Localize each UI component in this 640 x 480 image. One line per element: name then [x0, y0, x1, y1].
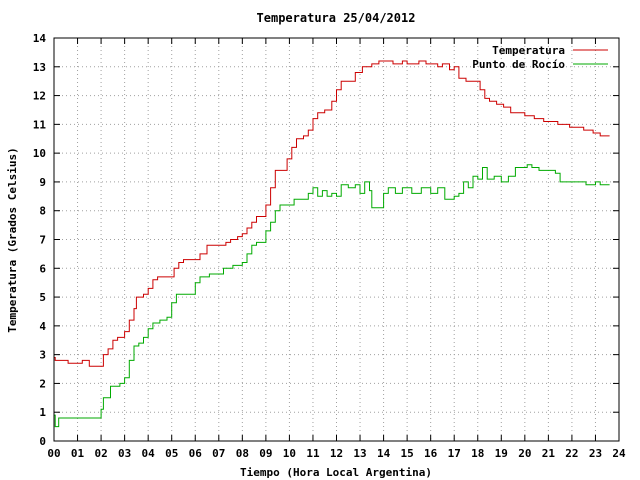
x-tick-label: 10 [283, 447, 296, 460]
x-tick-label: 17 [448, 447, 461, 460]
y-tick-label: 4 [39, 320, 46, 333]
x-tick-label: 03 [118, 447, 131, 460]
y-tick-label: 13 [33, 61, 46, 74]
x-tick-label: 01 [71, 447, 85, 460]
legend-label-temperatura: Temperatura [492, 44, 565, 57]
x-tick-label: 11 [306, 447, 320, 460]
legend-label-punto-de-rocio: Punto de Rocío [472, 58, 565, 71]
y-tick-label: 1 [39, 406, 46, 419]
y-tick-label: 14 [33, 32, 47, 45]
series-line-punto-de-rocio [54, 164, 610, 428]
x-tick-label: 16 [424, 447, 438, 460]
x-tick-label: 22 [565, 447, 578, 460]
series-layer [54, 60, 610, 428]
axis-ticks: 00 01 02 03 04 05 06 07 08 09 10 11 12 13 14 15 16 17 18 19… [33, 32, 626, 460]
x-tick-label: 15 [401, 447, 414, 460]
x-tick-label: 09 [259, 447, 272, 460]
x-tick-label: 04 [142, 447, 156, 460]
x-tick-label: 24 [612, 447, 626, 460]
y-tick-label: 7 [39, 234, 46, 247]
y-tick-label: 8 [39, 205, 46, 218]
series-line-temperatura [54, 60, 610, 367]
y-tick-label: 12 [33, 90, 46, 103]
x-tick-label: 12 [330, 447, 343, 460]
y-tick-label: 3 [39, 349, 46, 362]
x-tick-label: 07 [212, 447, 225, 460]
x-tick-label: 08 [236, 447, 249, 460]
y-tick-label: 2 [39, 377, 46, 390]
y-axis-label: Temperatura (Grados Celsius) [6, 147, 19, 332]
y-tick-label: 9 [39, 176, 46, 189]
y-tick-label: 11 [33, 118, 47, 131]
y-tick-label: 0 [39, 435, 46, 448]
x-tick-label: 06 [189, 447, 203, 460]
chart-title: Temperatura 25/04/2012 [257, 11, 416, 25]
x-tick-label: 05 [165, 447, 178, 460]
x-axis-label: Tiempo (Hora Local Argentina) [240, 466, 432, 479]
x-tick-label: 14 [377, 447, 391, 460]
x-tick-label: 21 [542, 447, 556, 460]
x-tick-label: 23 [589, 447, 602, 460]
x-tick-label: 02 [94, 447, 107, 460]
x-tick-label: 13 [353, 447, 366, 460]
y-tick-label: 5 [39, 291, 46, 304]
x-tick-label: 00 [47, 447, 60, 460]
x-tick-label: 19 [495, 447, 508, 460]
y-tick-label: 6 [39, 262, 46, 275]
x-tick-label: 20 [518, 447, 531, 460]
y-tick-label: 10 [33, 147, 46, 160]
x-tick-label: 18 [471, 447, 484, 460]
